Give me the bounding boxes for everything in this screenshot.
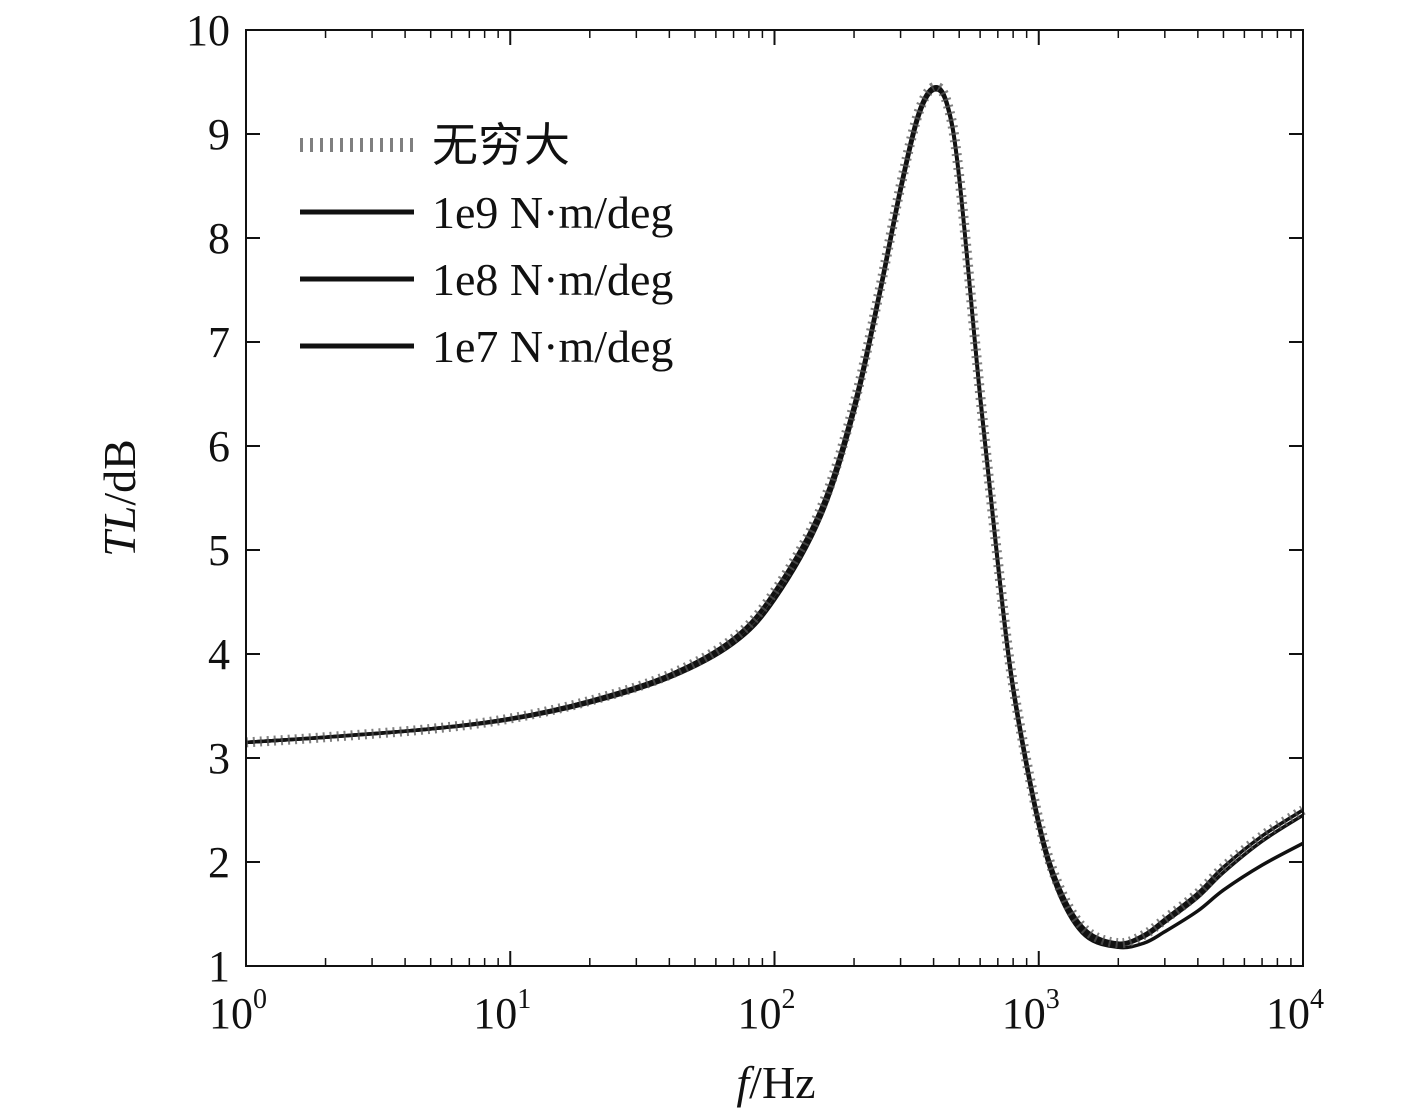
y-axis-title: TL/dB xyxy=(94,439,145,557)
legend-label: 1e7 N·m/deg xyxy=(432,321,673,372)
x-axis-title-unit: /Hz xyxy=(749,1057,815,1108)
x-tick-exponent: 0 xyxy=(253,984,267,1015)
x-tick-label: 101 xyxy=(473,984,531,1038)
x-tick-base: 10 xyxy=(1002,989,1046,1038)
y-tick-label: 7 xyxy=(208,318,230,367)
x-axis-ticks xyxy=(324,30,1292,966)
legend-label: 无穷大 xyxy=(432,120,570,171)
y-tick-label: 6 xyxy=(208,422,230,471)
y-tick-label: 9 xyxy=(208,110,230,159)
y-axis-title-unit: /dB xyxy=(94,439,145,505)
legend-label: 1e8 N·m/deg xyxy=(432,254,673,305)
y-tick-label: 10 xyxy=(186,6,230,55)
legend: 无穷大 1e9 N·m/deg 1e8 N·m/deg 1e7 N·m/deg xyxy=(300,120,673,372)
series-line-2 xyxy=(245,87,1304,946)
x-axis-title: f/Hz xyxy=(736,1057,815,1108)
series-line-1 xyxy=(245,85,1304,945)
y-axis-title-symbol: TL xyxy=(94,506,145,557)
legend-label: 1e9 N·m/deg xyxy=(432,187,673,238)
y-axis-tick-labels: 1 2 3 4 5 6 7 8 9 10 xyxy=(186,6,230,991)
x-axis-tick-labels: 100 101 102 103 104 xyxy=(209,984,1324,1038)
x-tick-label: 102 xyxy=(738,984,796,1038)
series-curves xyxy=(245,81,1306,950)
series-line-0 xyxy=(245,81,1306,949)
x-tick-exponent: 3 xyxy=(1046,984,1060,1015)
y-axis-ticks xyxy=(246,133,1303,863)
series-line-3 xyxy=(245,88,1304,950)
y-tick-label: 5 xyxy=(208,526,230,575)
x-tick-exponent: 1 xyxy=(517,984,531,1015)
y-tick-label: 3 xyxy=(208,734,230,783)
x-tick-label: 103 xyxy=(1002,984,1060,1038)
y-tick-label: 4 xyxy=(208,630,230,679)
x-tick-base: 10 xyxy=(209,989,253,1038)
y-tick-label: 8 xyxy=(208,214,230,263)
plot-frame xyxy=(245,29,1304,967)
x-tick-exponent: 4 xyxy=(1310,984,1324,1015)
y-tick-label: 1 xyxy=(208,942,230,991)
y-tick-label: 2 xyxy=(208,838,230,887)
x-tick-exponent: 2 xyxy=(782,984,796,1015)
x-tick-base: 10 xyxy=(473,989,517,1038)
x-tick-label: 100 xyxy=(209,984,267,1038)
x-tick-base: 10 xyxy=(738,989,782,1038)
x-tick-base: 10 xyxy=(1266,989,1310,1038)
x-tick-label: 104 xyxy=(1266,984,1324,1038)
